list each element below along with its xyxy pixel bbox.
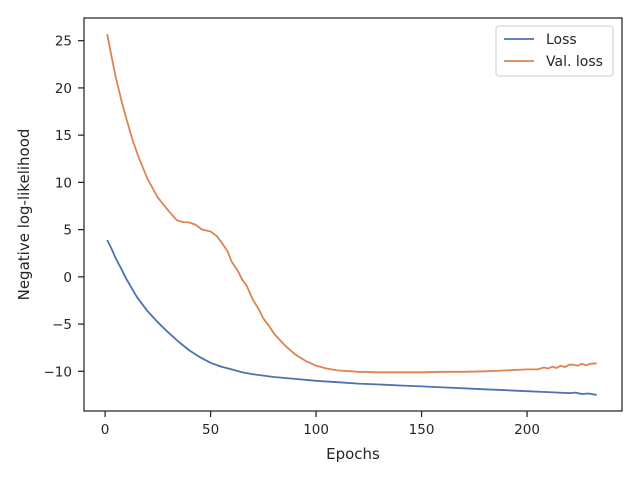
- y-tick-label: 25: [55, 34, 72, 50]
- y-tick-label: 5: [63, 223, 72, 239]
- y-tick-label: 20: [55, 81, 72, 97]
- y-tick-label: −5: [52, 317, 72, 333]
- plot-area: [83, 17, 623, 412]
- x-tick-label: 200: [514, 422, 540, 438]
- y-tick-label: −10: [44, 364, 73, 380]
- series-layer: [106, 33, 597, 396]
- axes-frame: [83, 17, 623, 412]
- y-tick-label: 0: [63, 270, 72, 286]
- x-tick-label: 100: [303, 422, 329, 438]
- y-axis-ticks: −10 −5 0 5 10 15 20 25: [44, 34, 84, 380]
- y-tick-label: 15: [55, 128, 72, 144]
- y-tick-label: 10: [55, 175, 72, 191]
- legend: Loss Val. loss: [495, 25, 614, 77]
- x-axis-ticks: 0 50 100 150 200: [101, 411, 540, 438]
- legend-label-val-loss: Val. loss: [546, 54, 603, 70]
- series-line-val-loss: [106, 33, 597, 374]
- x-tick-label: 150: [409, 422, 435, 438]
- legend-label-loss: Loss: [546, 32, 577, 48]
- x-tick-label: 50: [202, 422, 219, 438]
- y-axis-label: Negative log-likelihood: [15, 129, 33, 301]
- series-line-loss: [106, 239, 597, 396]
- x-tick-label: 0: [101, 422, 110, 438]
- x-axis-label: Epochs: [326, 445, 380, 463]
